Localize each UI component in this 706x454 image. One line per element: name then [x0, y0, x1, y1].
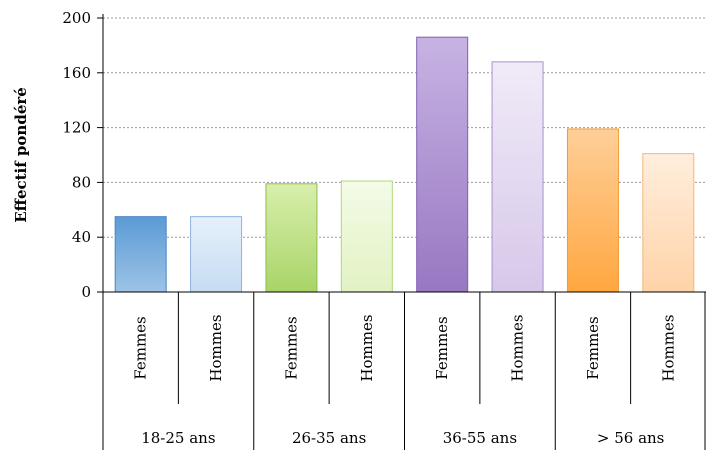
y-axis-label: Effectif pondéré: [12, 87, 30, 223]
category-label: Femmes: [584, 316, 602, 380]
bar: [642, 153, 695, 293]
y-tick-label: 40: [72, 228, 91, 246]
group-labels: 18-25 ans 26-35 ans 36-55 ans > 56 ans: [141, 429, 664, 447]
bar: [340, 180, 393, 293]
group-label: > 56 ans: [597, 429, 665, 447]
y-tick-label: 80: [72, 173, 91, 191]
y-axis-ticks: 0 40 80 120 160 200: [62, 9, 103, 301]
category-label: Hommes: [509, 314, 527, 381]
y-tick-label: 0: [81, 283, 91, 301]
axes: [102, 14, 706, 450]
bar: [416, 36, 469, 293]
y-tick-label: 200: [62, 9, 91, 27]
bar: [114, 216, 167, 293]
bar: [491, 61, 544, 293]
category-label: Femmes: [282, 316, 300, 380]
category-label: Femmes: [433, 316, 451, 380]
group-label: 36-55 ans: [443, 429, 517, 447]
category-label: Femmes: [132, 316, 150, 380]
group-label: 18-25 ans: [141, 429, 215, 447]
group-label: 26-35 ans: [292, 429, 366, 447]
bars: [114, 36, 695, 293]
category-label: Hommes: [207, 314, 225, 381]
y-tick-label: 160: [62, 64, 91, 82]
category-labels: Femmes Hommes Femmes Hommes Femmes Hommes Femm…: [132, 314, 678, 381]
category-label: Hommes: [358, 314, 376, 381]
category-label: Hommes: [659, 314, 677, 381]
bar: [566, 128, 619, 293]
y-tick-label: 120: [62, 119, 91, 137]
bar: [265, 183, 318, 293]
bar: [190, 216, 243, 293]
